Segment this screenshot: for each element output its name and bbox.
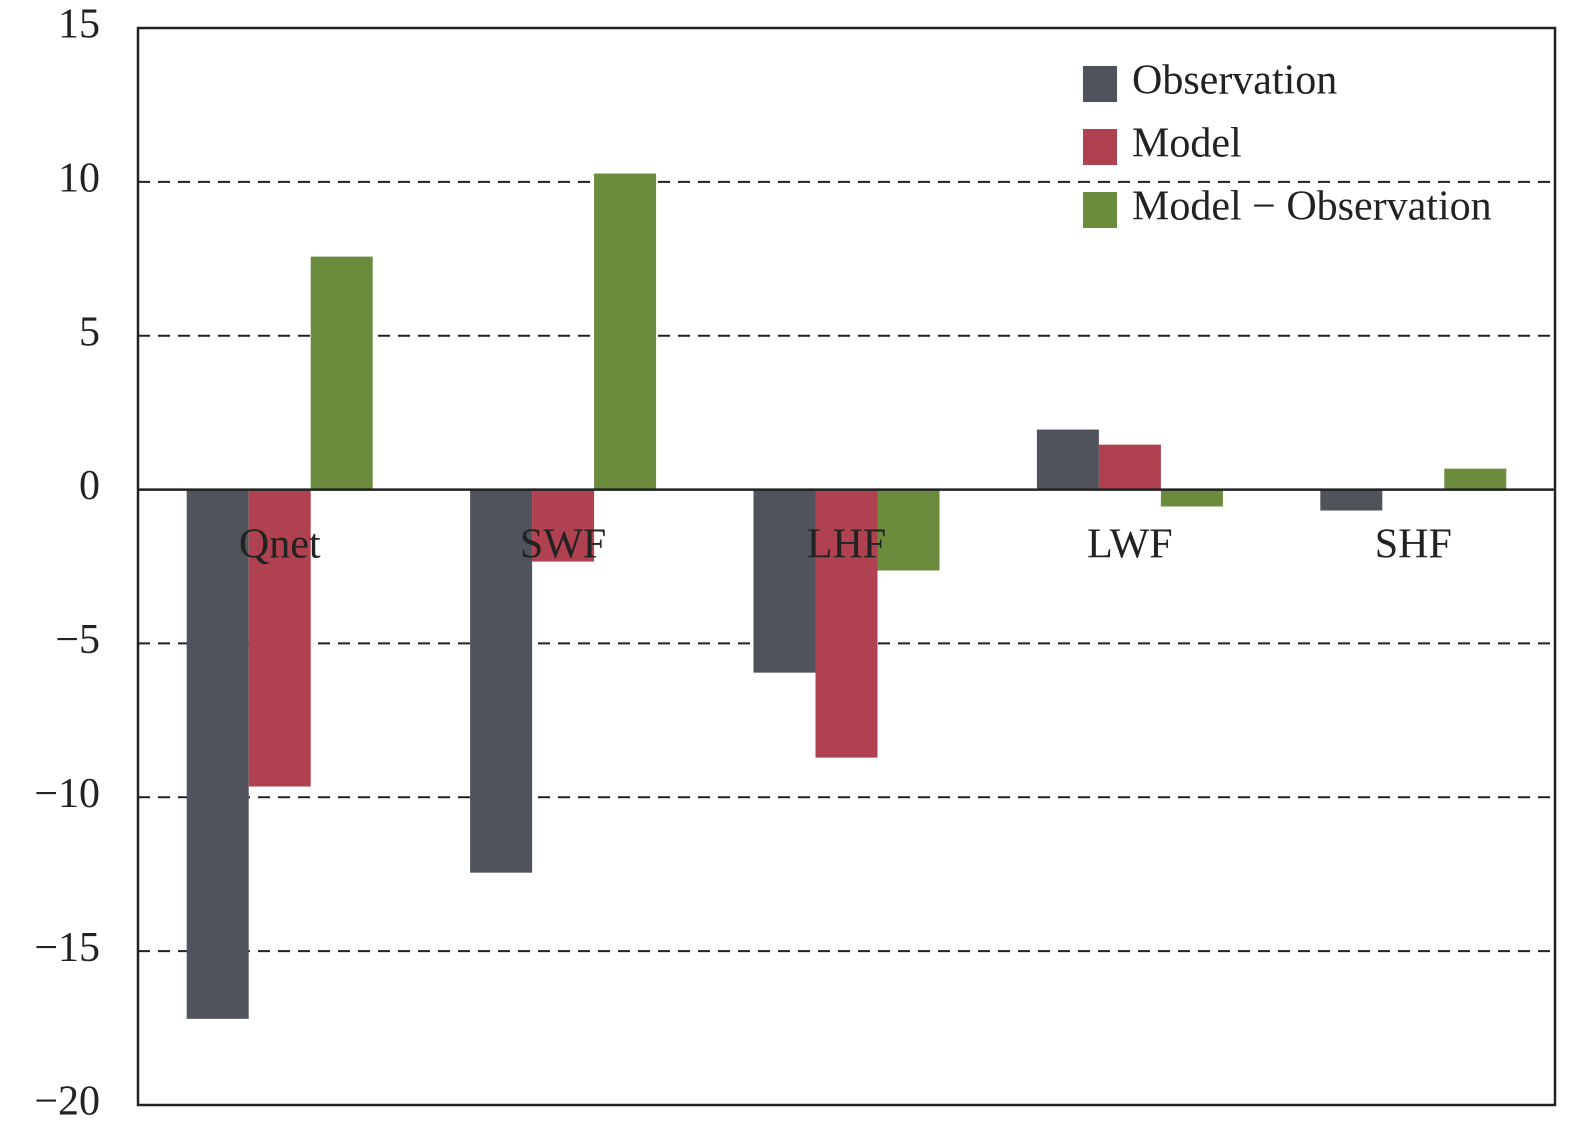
legend-label: Model [1132, 121, 1242, 167]
bar [1036, 429, 1099, 490]
y-tick-label: −5 [55, 617, 100, 663]
legend-label: Observation [1132, 58, 1337, 104]
bar [1320, 489, 1383, 511]
y-tick-label: 5 [79, 309, 100, 355]
bar [186, 489, 249, 1019]
y-tick-label: −10 [34, 771, 100, 817]
bar [877, 489, 940, 571]
bar [470, 489, 533, 873]
bar [1160, 489, 1223, 507]
y-tick-label: 15 [58, 2, 100, 48]
x-tick-label: SHF [1375, 522, 1452, 568]
bar [532, 489, 595, 562]
bar [310, 256, 373, 490]
x-tick-label: LHF [807, 522, 886, 568]
x-tick-label: Qnet [239, 522, 321, 568]
legend-label: Model − Observation [1132, 184, 1492, 230]
bar [753, 489, 816, 673]
bar [594, 173, 657, 490]
legend-swatch [1083, 192, 1117, 228]
y-tick-label: 10 [58, 155, 100, 201]
y-tick-label: −15 [34, 925, 100, 971]
legend-swatch [1083, 129, 1117, 165]
bar [248, 489, 311, 787]
y-tick-label: 0 [79, 463, 100, 509]
y-tick-label: −20 [34, 1079, 100, 1125]
legend-swatch [1083, 66, 1117, 102]
plot-frame [136, 26, 1557, 1107]
x-tick-label: LWF [1087, 522, 1173, 568]
bar [1098, 444, 1161, 490]
bar [1444, 468, 1507, 490]
bar [815, 489, 878, 758]
x-tick-label: SWF [520, 522, 606, 568]
